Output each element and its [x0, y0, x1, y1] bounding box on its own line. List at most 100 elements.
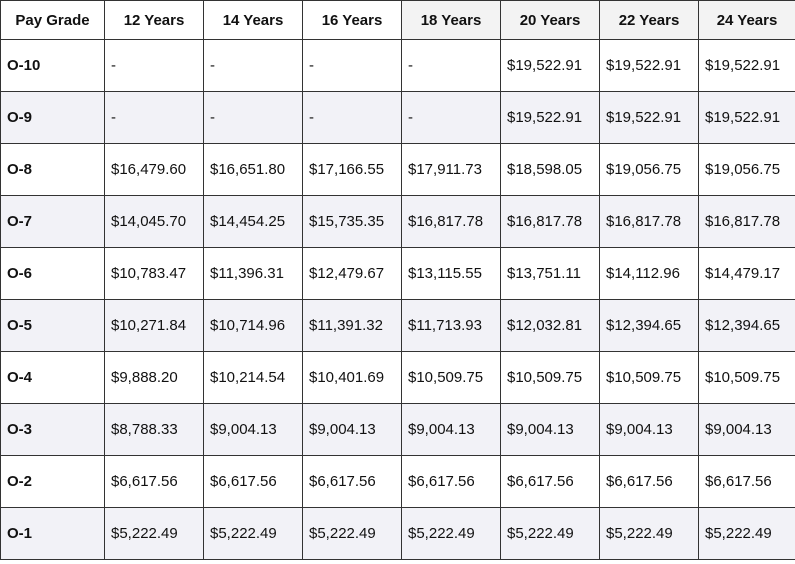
pay-cell: -	[401, 39, 501, 92]
header-cell: 12 Years	[104, 0, 204, 40]
pay-cell: $10,214.54	[203, 351, 303, 404]
pay-grade-cell: O-10	[0, 39, 105, 92]
pay-cell: $16,817.78	[698, 195, 795, 248]
pay-cell: $18,598.05	[500, 143, 600, 196]
pay-cell: $9,004.13	[401, 403, 501, 456]
table-row: O-10- - - - $19,522.91 $19,522.91 $19,522.91	[0, 39, 795, 92]
header-cell: 24 Years	[698, 0, 795, 40]
pay-cell: $11,396.31	[203, 247, 303, 300]
pay-cell: $11,391.32	[302, 299, 402, 352]
pay-cell: $5,222.49	[698, 507, 795, 560]
table-row: O-9- - - - $19,522.91 $19,522.91 $19,522.91	[0, 91, 795, 144]
pay-cell: -	[104, 91, 204, 144]
pay-grade-cell: O-9	[0, 91, 105, 144]
pay-cell: $10,509.75	[500, 351, 600, 404]
table-row: O-4 $9,888.20 $10,214.54 $10,401.69 $10,509.…	[0, 351, 795, 404]
table-row: O-8 $16,479.60 $16,651.80 $17,166.55 $17,911…	[0, 143, 795, 196]
pay-cell: $19,056.75	[599, 143, 699, 196]
pay-cell: $12,394.65	[698, 299, 795, 352]
pay-cell: $19,522.91	[698, 39, 795, 92]
pay-cell: $17,166.55	[302, 143, 402, 196]
pay-cell: $10,509.75	[401, 351, 501, 404]
pay-cell: $5,222.49	[500, 507, 600, 560]
pay-cell: $19,522.91	[500, 91, 600, 144]
pay-cell: $9,888.20	[104, 351, 204, 404]
pay-cell: $12,394.65	[599, 299, 699, 352]
pay-cell: $19,522.91	[599, 39, 699, 92]
pay-grade-cell: O-1	[0, 507, 105, 560]
pay-cell: $19,522.91	[500, 39, 600, 92]
pay-cell: $12,479.67	[302, 247, 402, 300]
pay-cell: $14,112.96	[599, 247, 699, 300]
pay-cell: $12,032.81	[500, 299, 600, 352]
pay-cell: $10,714.96	[203, 299, 303, 352]
pay-cell: $8,788.33	[104, 403, 204, 456]
header-cell: 14 Years	[203, 0, 303, 40]
pay-cell: $10,783.47	[104, 247, 204, 300]
pay-cell: $9,004.13	[599, 403, 699, 456]
pay-cell: $11,713.93	[401, 299, 501, 352]
table-body: O-10- - - - $19,522.91 $19,522.91 $19,522.91 O-…	[0, 39, 795, 560]
pay-cell: $10,271.84	[104, 299, 204, 352]
pay-cell: $5,222.49	[401, 507, 501, 560]
pay-cell: $16,651.80	[203, 143, 303, 196]
pay-grade-cell: O-8	[0, 143, 105, 196]
pay-cell: $19,522.91	[599, 91, 699, 144]
pay-cell: $19,522.91	[698, 91, 795, 144]
pay-cell: $6,617.56	[500, 455, 600, 508]
pay-cell: -	[302, 91, 402, 144]
header-cell: 16 Years	[302, 0, 402, 40]
pay-cell: $9,004.13	[500, 403, 600, 456]
header-cell: 18 Years	[401, 0, 501, 40]
pay-cell: -	[104, 39, 204, 92]
pay-cell: $16,479.60	[104, 143, 204, 196]
pay-cell: $13,751.11	[500, 247, 600, 300]
table-row: O-2 $6,617.56 $6,617.56 $6,617.56 $6,617.56 $…	[0, 455, 795, 508]
pay-cell: -	[203, 39, 303, 92]
pay-cell: $13,115.55	[401, 247, 501, 300]
pay-cell: $17,911.73	[401, 143, 501, 196]
table-row: O-6 $10,783.47 $11,396.31 $12,479.67 $13,115…	[0, 247, 795, 300]
pay-grade-cell: O-7	[0, 195, 105, 248]
header-cell: 20 Years	[500, 0, 600, 40]
pay-cell: $10,509.75	[599, 351, 699, 404]
pay-grade-cell: O-6	[0, 247, 105, 300]
pay-grade-cell: O-5	[0, 299, 105, 352]
pay-cell: $9,004.13	[203, 403, 303, 456]
header-cell: 22 Years	[599, 0, 699, 40]
pay-cell: -	[302, 39, 402, 92]
pay-cell: $16,817.78	[500, 195, 600, 248]
pay-cell: $6,617.56	[401, 455, 501, 508]
pay-cell: $6,617.56	[104, 455, 204, 508]
pay-cell: $16,817.78	[401, 195, 501, 248]
pay-cell: $5,222.49	[203, 507, 303, 560]
pay-cell: $9,004.13	[698, 403, 795, 456]
pay-cell: $14,479.17	[698, 247, 795, 300]
table-row: O-7 $14,045.70 $14,454.25 $15,735.35 $16,817…	[0, 195, 795, 248]
pay-cell: $5,222.49	[302, 507, 402, 560]
pay-cell: $6,617.56	[599, 455, 699, 508]
pay-cell: $5,222.49	[599, 507, 699, 560]
pay-cell: $10,509.75	[698, 351, 795, 404]
pay-cell: -	[203, 91, 303, 144]
header-cell: Pay Grade	[0, 0, 105, 40]
pay-cell: $10,401.69	[302, 351, 402, 404]
pay-cell: $6,617.56	[302, 455, 402, 508]
pay-grade-cell: O-4	[0, 351, 105, 404]
pay-cell: $9,004.13	[302, 403, 402, 456]
table-row: O-5 $10,271.84 $10,714.96 $11,391.32 $11,713…	[0, 299, 795, 352]
pay-cell: $15,735.35	[302, 195, 402, 248]
pay-cell: -	[401, 91, 501, 144]
pay-grade-cell: O-3	[0, 403, 105, 456]
pay-grade-cell: O-2	[0, 455, 105, 508]
pay-cell: $19,056.75	[698, 143, 795, 196]
pay-cell: $6,617.56	[203, 455, 303, 508]
pay-cell: $16,817.78	[599, 195, 699, 248]
table-row: O-1 $5,222.49 $5,222.49 $5,222.49 $5,222.49 $…	[0, 507, 795, 560]
header-row: Pay Grade 12 Years 14 Years 16 Years 18 Year…	[0, 0, 795, 40]
pay-cell: $5,222.49	[104, 507, 204, 560]
pay-cell: $14,045.70	[104, 195, 204, 248]
pay-cell: $14,454.25	[203, 195, 303, 248]
